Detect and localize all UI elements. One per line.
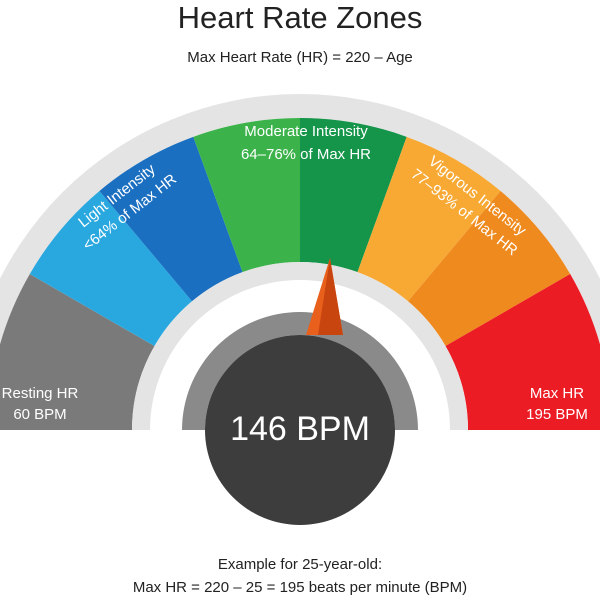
needle-shade (318, 258, 343, 335)
inner-ring (132, 262, 468, 430)
title: Heart Rate Zones (178, 0, 423, 35)
zone-label: Max HR (530, 385, 584, 402)
zone-segment (407, 190, 571, 346)
zone-label: Resting HR (2, 385, 79, 402)
zone-detail: 64–76% of Max HR (241, 146, 371, 163)
zone-segment (445, 274, 600, 430)
zone-segment (0, 274, 155, 430)
gauge-reading: 146 BPM (230, 410, 370, 448)
zone-detail: 60 BPM (13, 406, 66, 423)
gauge-arcs (0, 94, 600, 430)
zone-segment (99, 136, 243, 302)
footer-line: Max HR = 220 – 25 = 195 beats per minute… (133, 579, 467, 596)
zone-segment (193, 118, 300, 273)
footer-line: Example for 25-year-old: (218, 556, 382, 573)
zone-segment (300, 118, 407, 273)
subtitle: Max Heart Rate (HR) = 220 – Age (187, 49, 413, 66)
zone-detail: 195 BPM (526, 406, 588, 423)
zone-segment (357, 136, 501, 302)
zone-segment (29, 190, 193, 346)
hub-ring (182, 312, 418, 430)
zone-label: Moderate Intensity (244, 123, 368, 140)
gauge-center (205, 335, 395, 525)
